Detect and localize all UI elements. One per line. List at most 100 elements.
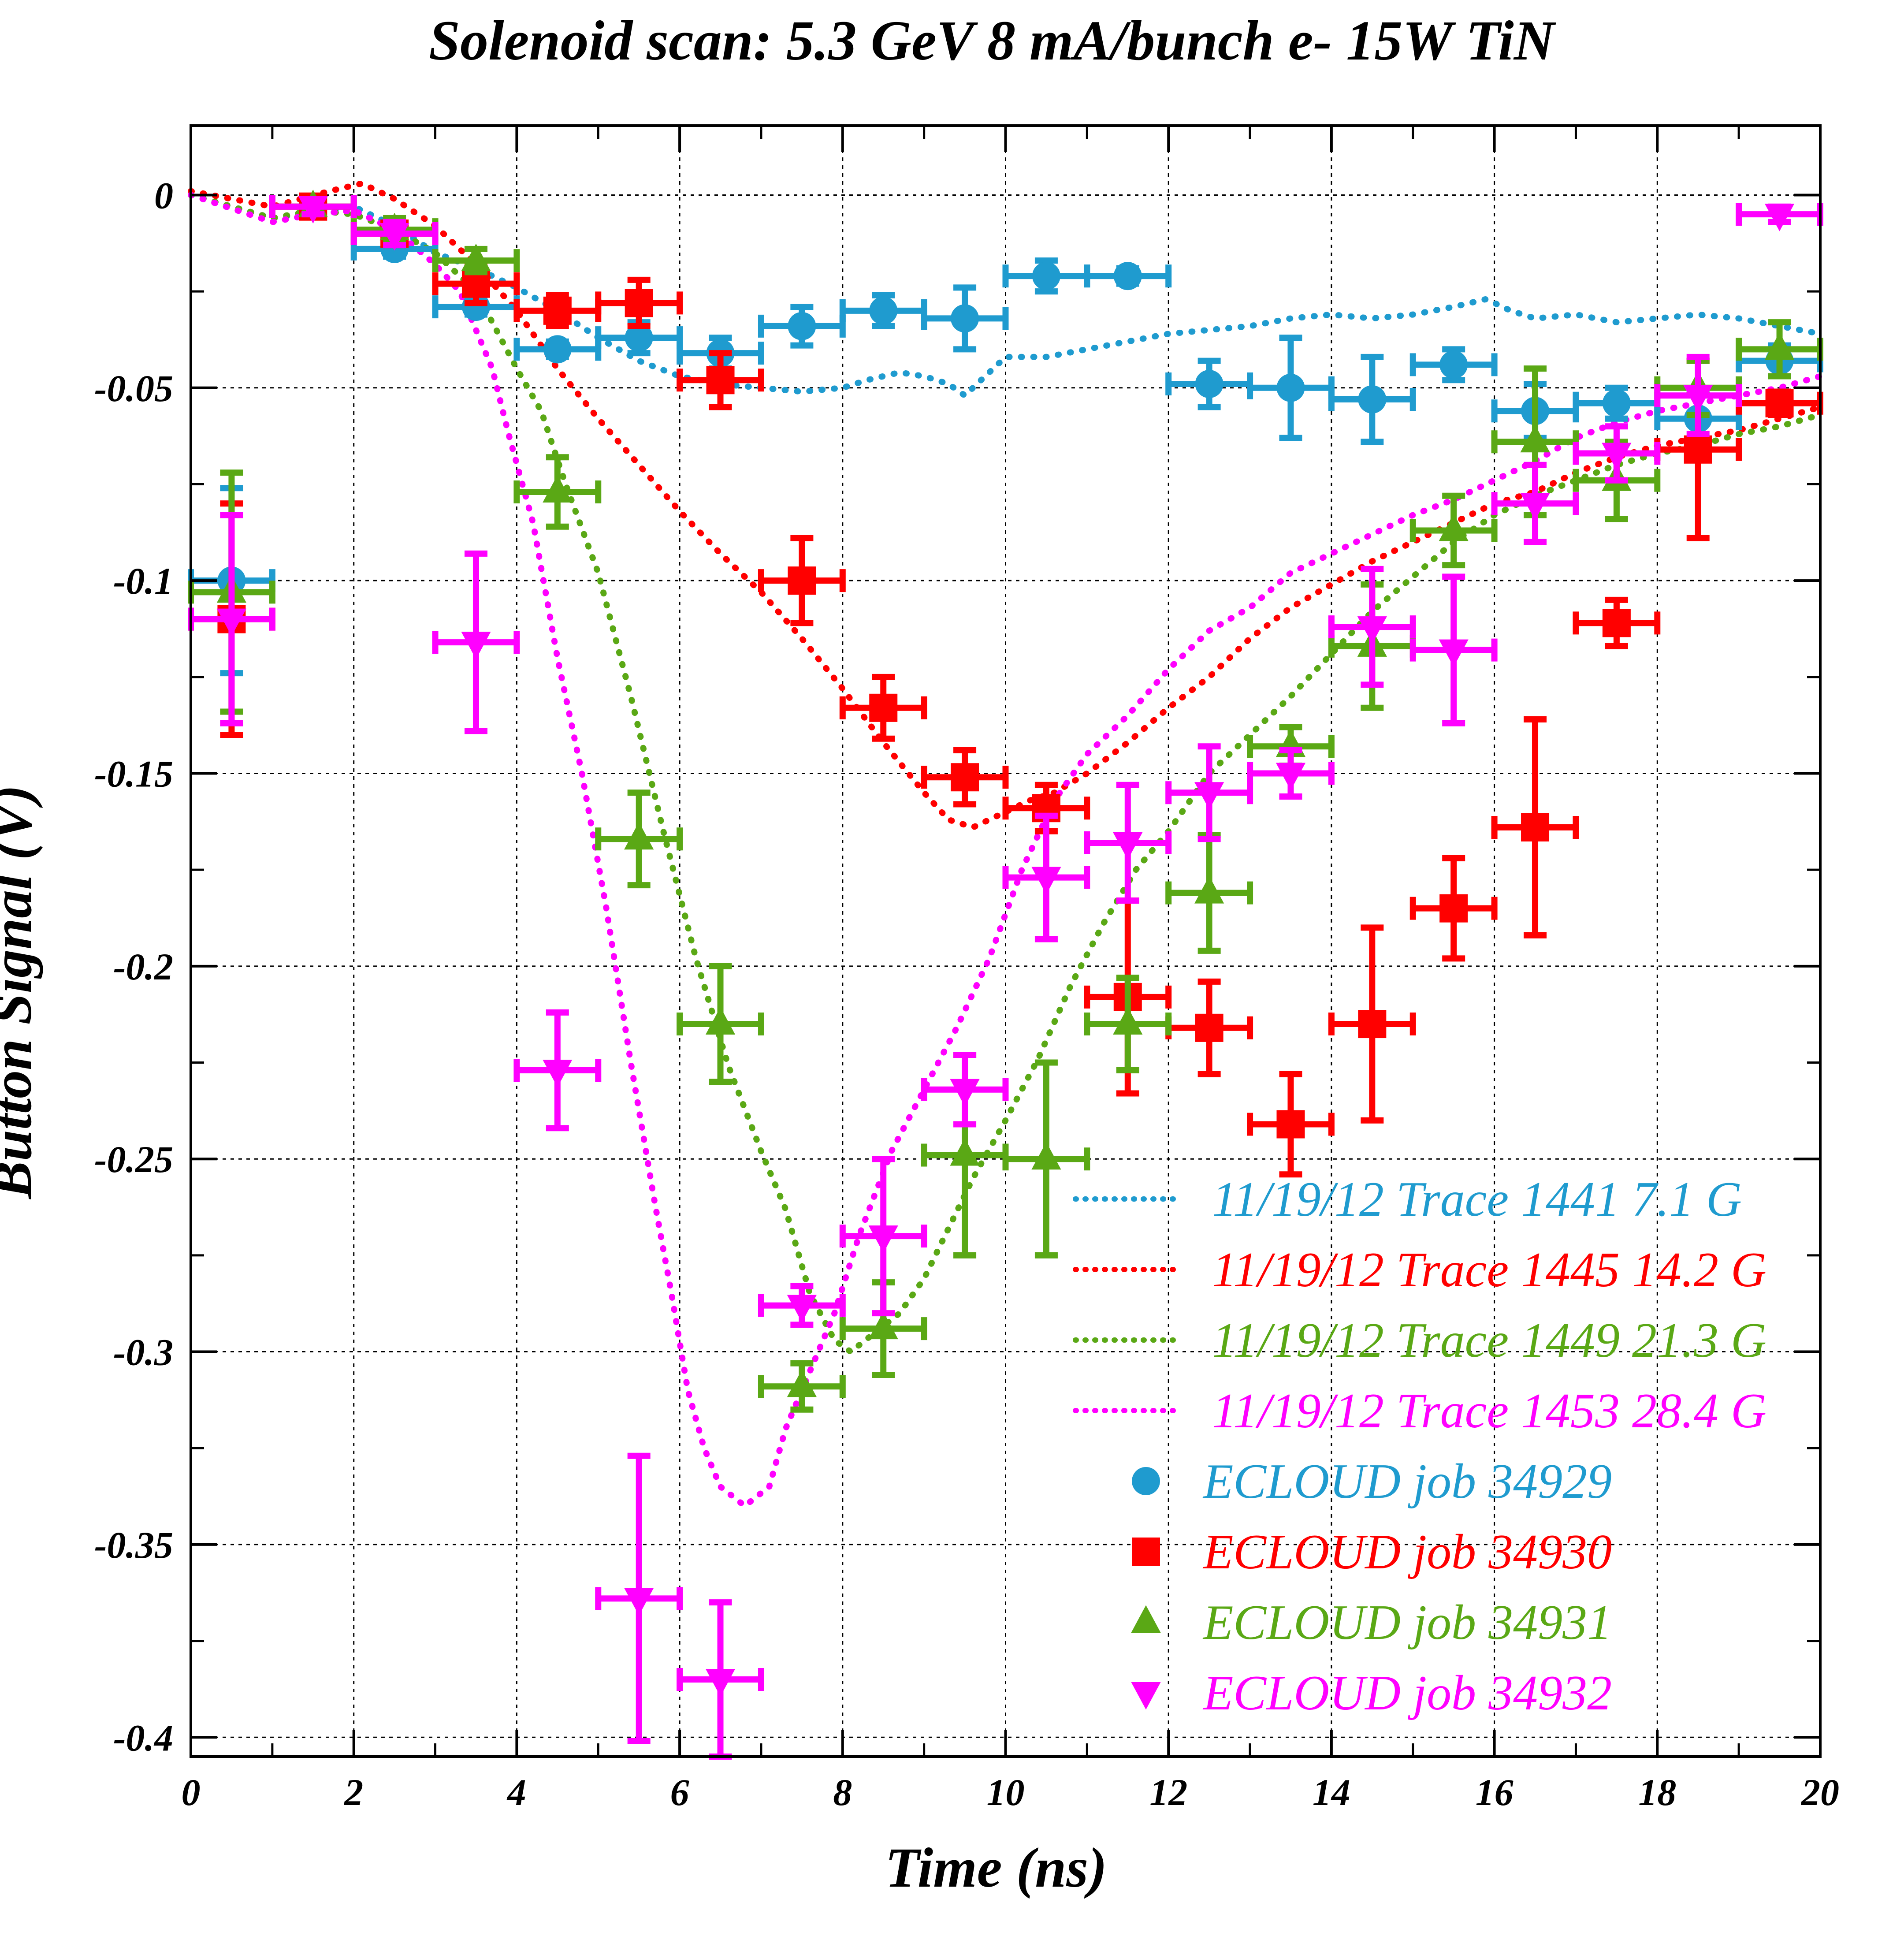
x-tick-label: 10 (987, 1771, 1025, 1813)
data-point (788, 566, 816, 595)
legend-label-4: 11/19/12 Trace 1453 28.4 G (1212, 1384, 1766, 1438)
data-point (461, 293, 490, 321)
legend-label-series-4: ECLOUD job 34932 (1202, 1666, 1612, 1720)
data-point (950, 1138, 980, 1166)
x-tick-label: 2 (343, 1771, 363, 1813)
y-tick-label: -0.1 (113, 560, 173, 602)
data-point (1439, 639, 1469, 667)
data-point (1520, 493, 1550, 521)
data-point (625, 324, 653, 352)
data-point (1276, 763, 1306, 790)
x-tick-label: 14 (1313, 1771, 1350, 1813)
trace-line-3 (188, 192, 1823, 1356)
data-point (1031, 1142, 1061, 1170)
data-point (788, 312, 816, 340)
data-point (1195, 370, 1223, 398)
data-point (705, 1669, 736, 1697)
y-tick-label: 0 (154, 174, 173, 216)
x-tick-label: 6 (670, 1771, 689, 1813)
data-point (869, 296, 898, 325)
x-tick-label: 4 (506, 1771, 526, 1813)
legend: 11/19/12 Trace 1441 7.1 G 11/19/12 Trace … (1073, 1172, 1766, 1720)
trace-line-4 (188, 192, 1823, 1510)
data-point (1764, 332, 1795, 360)
data-point (1683, 385, 1713, 413)
y-axis-label: Button Signal (V) (0, 785, 43, 1200)
data-point (543, 1060, 573, 1087)
data-point (1195, 1013, 1223, 1042)
data-point (869, 693, 898, 722)
x-tick-label: 18 (1638, 1771, 1676, 1813)
data-point (787, 1369, 817, 1397)
data-point (461, 632, 491, 659)
data-point (1113, 832, 1143, 860)
data-point (1764, 204, 1795, 231)
data-point (1358, 385, 1387, 414)
data-point (1439, 894, 1468, 923)
data-point (706, 366, 735, 395)
legend-marker-2 (1132, 1538, 1160, 1566)
data-point (1684, 435, 1712, 464)
legend-label-series-1: ECLOUD job 34929 (1202, 1454, 1612, 1509)
data-point (1602, 609, 1631, 637)
data-point (787, 1295, 817, 1322)
y-tick-label: -0.05 (94, 367, 173, 410)
y-tick-label: -0.15 (94, 753, 173, 795)
data-point (1602, 443, 1632, 470)
data-point (298, 196, 328, 224)
data-point (951, 304, 979, 333)
data-point (868, 1311, 898, 1340)
data-point (1358, 1010, 1387, 1039)
data-point (1276, 1110, 1305, 1139)
data-point (1194, 876, 1224, 904)
data-point (379, 223, 409, 251)
data-point (543, 475, 573, 503)
data-point (543, 296, 572, 325)
data-point (1439, 350, 1468, 379)
data-point (868, 1225, 898, 1253)
simulation-series (188, 190, 1823, 1760)
data-point (951, 763, 979, 792)
data-point (1765, 389, 1794, 417)
legend-label-2: 11/19/12 Trace 1445 14.2 G (1212, 1243, 1766, 1297)
y-tick-label: -0.3 (113, 1331, 173, 1374)
x-tick-label: 0 (182, 1771, 201, 1813)
x-tick-label: 20 (1800, 1771, 1839, 1813)
y-tick-label: -0.2 (113, 946, 173, 988)
x-tick-label: 12 (1149, 1771, 1187, 1813)
axis-tick-labels: 0 2 4 6 8 10 12 14 16 18 20 0 -0.05 -0.1 -0.15 -0.2 -0.2… (94, 174, 1839, 1813)
y-tick-label: -0.4 (113, 1716, 173, 1759)
axis-ticks (190, 126, 1822, 1757)
legend-marker-3 (1131, 1605, 1161, 1633)
legend-marker-1 (1132, 1467, 1160, 1495)
data-point (543, 335, 572, 364)
y-tick-label: -0.25 (94, 1138, 173, 1180)
x-axis-label: Time (ns) (885, 1836, 1107, 1899)
data-point (1602, 389, 1631, 417)
data-point (1439, 514, 1469, 541)
data-point (950, 1079, 980, 1107)
data-point (1032, 262, 1060, 290)
data-point (625, 289, 653, 317)
x-tick-label: 16 (1476, 1771, 1514, 1813)
data-point (1520, 424, 1550, 453)
data-point (1194, 782, 1224, 810)
data-point (705, 1007, 736, 1035)
data-point (624, 822, 654, 850)
x-tick-label: 8 (833, 1771, 852, 1813)
data-point (461, 243, 491, 272)
data-point (1031, 867, 1061, 895)
data-point (624, 1588, 654, 1616)
data-point (216, 608, 247, 637)
legend-label-series-3: ECLOUD job 34931 (1202, 1595, 1612, 1650)
data-point (1113, 262, 1142, 290)
legend-marker-4 (1131, 1682, 1161, 1710)
legend-label-3: 11/19/12 Trace 1449 21.3 G (1212, 1313, 1766, 1368)
chart-title: Solenoid scan: 5.3 GeV 8 mA/bunch e- 15W… (429, 9, 1557, 72)
data-point (1113, 1007, 1143, 1035)
data-point (1521, 813, 1550, 841)
data-point (1276, 373, 1305, 402)
legend-label-series-2: ECLOUD job 34930 (1202, 1525, 1612, 1579)
